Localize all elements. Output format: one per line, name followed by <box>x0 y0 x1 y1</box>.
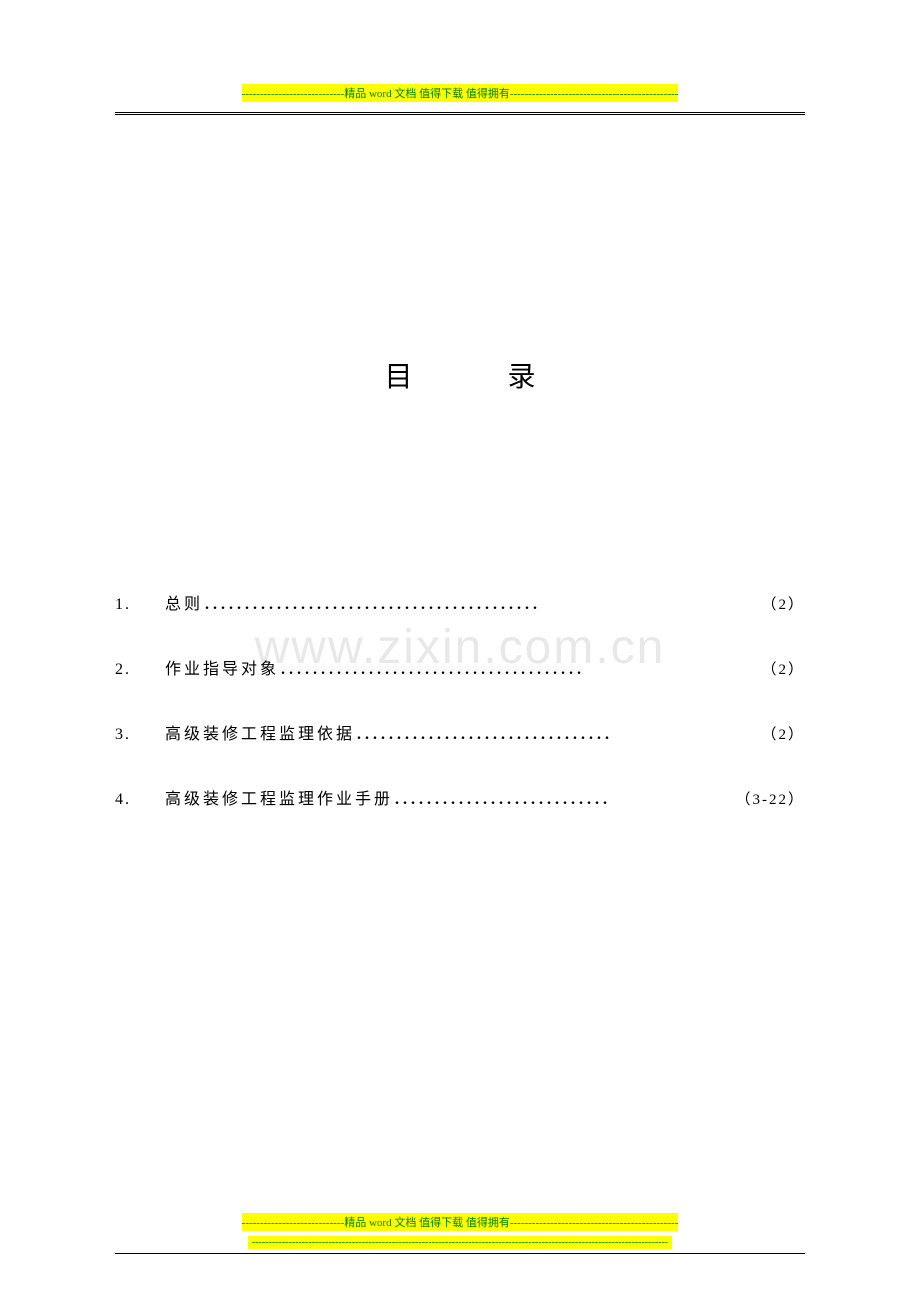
footer-banner-2-text: ----------------------------------------… <box>248 1236 672 1249</box>
title-char-2: 录 <box>508 355 536 395</box>
toc-dots: ........................... <box>393 791 735 809</box>
toc-dots: ........................................… <box>203 596 761 614</box>
toc-item: 4. 高级装修工程监理作业手册 ........................… <box>115 785 805 809</box>
document-page: ----------------------------精品 word 文档 值… <box>0 0 920 1302</box>
footer-banner-1-text: ----------------------------精品 word 文档 值… <box>242 1213 679 1231</box>
header-divider <box>115 112 805 115</box>
header-banner-text: ----------------------------精品 word 文档 值… <box>242 84 679 102</box>
toc-label: 高级装修工程监理依据 <box>165 720 355 744</box>
page-title: 目录 <box>115 355 805 395</box>
footer-banner-1: ----------------------------精品 word 文档 值… <box>115 1213 805 1231</box>
toc-number: 4. <box>115 791 165 809</box>
toc-dots: ...................................... <box>279 661 761 679</box>
toc-number: 2. <box>115 661 165 679</box>
title-char-1: 目 <box>384 355 412 395</box>
toc-dots: ................................ <box>355 726 761 744</box>
toc-label: 总则 <box>165 590 203 614</box>
toc-number: 1. <box>115 596 165 614</box>
footer-section: ----------------------------精品 word 文档 值… <box>115 1213 805 1254</box>
table-of-contents: 1. 总则 ..................................… <box>115 590 805 809</box>
footer-banner-2: ----------------------------------------… <box>115 1232 805 1250</box>
toc-label: 高级装修工程监理作业手册 <box>165 785 393 809</box>
toc-item: 3. 高级装修工程监理依据 ..........................… <box>115 720 805 744</box>
toc-item: 2. 作业指导对象 ..............................… <box>115 655 805 679</box>
toc-page: （2） <box>761 723 805 744</box>
toc-item: 1. 总则 ..................................… <box>115 590 805 614</box>
toc-page: （2） <box>761 658 805 679</box>
header-banner: ----------------------------精品 word 文档 值… <box>115 84 805 102</box>
toc-label: 作业指导对象 <box>165 655 279 679</box>
toc-number: 3. <box>115 726 165 744</box>
toc-page: （3-22） <box>736 788 806 809</box>
footer-divider <box>115 1253 805 1254</box>
toc-page: （2） <box>761 593 805 614</box>
